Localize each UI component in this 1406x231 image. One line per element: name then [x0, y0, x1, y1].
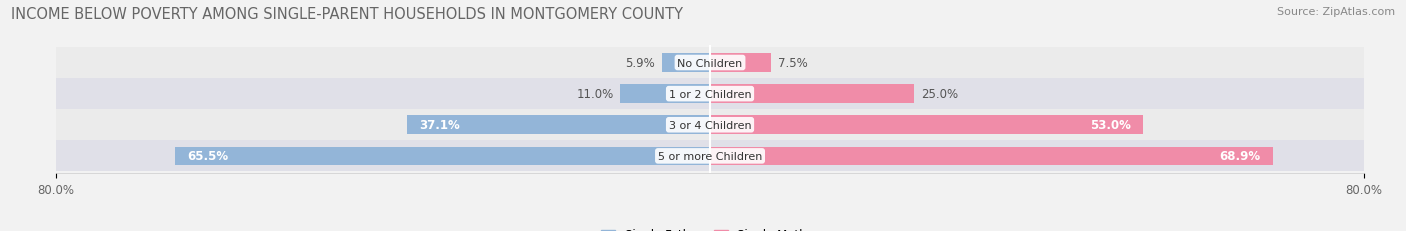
Text: Source: ZipAtlas.com: Source: ZipAtlas.com	[1277, 7, 1395, 17]
Text: 7.5%: 7.5%	[778, 57, 807, 70]
Text: 3 or 4 Children: 3 or 4 Children	[669, 120, 751, 130]
Bar	[56, 79, 1364, 110]
Text: No Children: No Children	[678, 58, 742, 68]
Bar	[710, 116, 1143, 134]
Bar	[406, 116, 710, 134]
Bar	[56, 141, 1364, 172]
Bar	[710, 54, 772, 73]
Text: 11.0%: 11.0%	[576, 88, 613, 101]
Bar	[710, 85, 914, 103]
Text: INCOME BELOW POVERTY AMONG SINGLE-PARENT HOUSEHOLDS IN MONTGOMERY COUNTY: INCOME BELOW POVERTY AMONG SINGLE-PARENT…	[11, 7, 683, 22]
Text: 1 or 2 Children: 1 or 2 Children	[669, 89, 751, 99]
Text: 25.0%: 25.0%	[921, 88, 957, 101]
Bar	[710, 147, 1272, 165]
Bar	[662, 54, 710, 73]
Text: 68.9%: 68.9%	[1220, 150, 1261, 163]
Text: 5.9%: 5.9%	[626, 57, 655, 70]
Text: 5 or more Children: 5 or more Children	[658, 151, 762, 161]
Legend: Single Father, Single Mother: Single Father, Single Mother	[596, 224, 824, 231]
Text: 65.5%: 65.5%	[187, 150, 228, 163]
Bar	[56, 48, 1364, 79]
Text: 53.0%: 53.0%	[1090, 119, 1130, 132]
Bar	[620, 85, 710, 103]
Text: 37.1%: 37.1%	[419, 119, 460, 132]
Bar	[174, 147, 710, 165]
Bar	[56, 110, 1364, 141]
